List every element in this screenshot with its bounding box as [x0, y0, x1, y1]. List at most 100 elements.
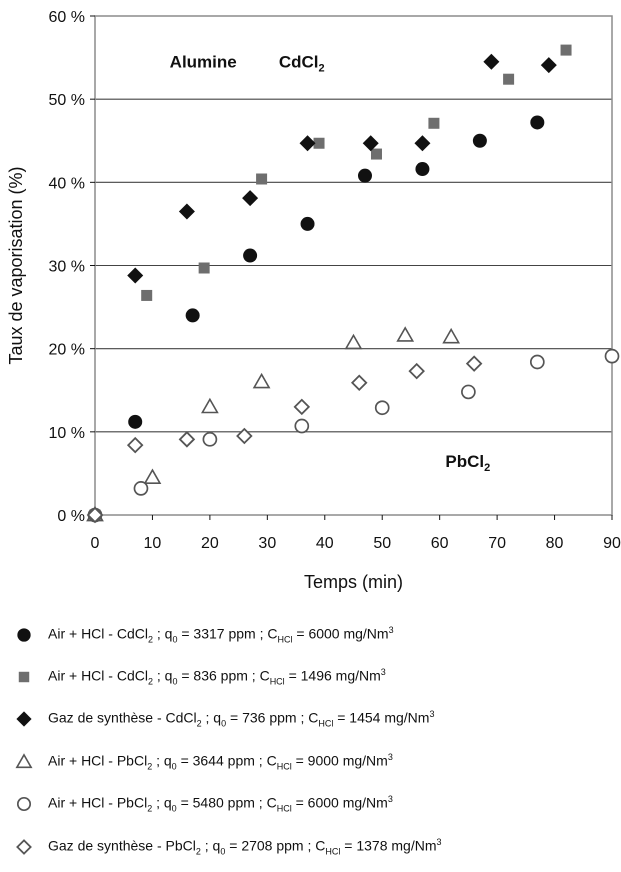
data-point [242, 190, 259, 207]
chart-annotation: Alumine [170, 53, 237, 72]
data-point [294, 418, 310, 434]
legend-label: Air + HCl - CdCl2 ; q0 = 3317 ppm ; CHCl… [48, 625, 394, 644]
legend-label-part: ; q [200, 837, 221, 854]
data-point [300, 216, 315, 231]
legend-label-part: 2 [147, 634, 153, 645]
legend-label-part: = 1378 mg/Nm [340, 837, 437, 854]
legend-label-part: 3 [387, 752, 393, 763]
legend-label-part: = 3644 ppm ; C [176, 752, 277, 769]
data-point [86, 506, 104, 524]
legend-label-part: = 6000 mg/Nm [292, 625, 389, 642]
data-point [483, 53, 500, 70]
y-axis-title: Taux de vaporisation (%) [6, 166, 26, 364]
y-tick-label: 10 % [49, 425, 85, 442]
legend-label-part: = 1454 mg/Nm [333, 709, 430, 726]
legend-label-part: 3 [387, 794, 393, 805]
legend-label-part: HCl [277, 634, 293, 645]
series-4 [86, 326, 461, 522]
x-tick-label: 20 [201, 535, 219, 552]
legend-label-part: ; q [152, 667, 173, 684]
legend-label-part: 0 [171, 761, 177, 772]
legend-label-part: 2 [147, 803, 153, 814]
y-tick-label: 30 % [49, 259, 85, 276]
x-tick-label: 10 [144, 535, 162, 552]
data-point [350, 374, 368, 392]
legend-label: Air + HCl - PbCl2 ; q0 = 5480 ppm ; CHCl… [48, 794, 393, 813]
series-3 [87, 53, 557, 523]
legend-label-part: = 5480 ppm ; C [176, 794, 277, 811]
legend-label-part: ; q [152, 794, 172, 811]
legend-label-part: 3 [436, 837, 442, 848]
legend-label-part: 0 [220, 846, 226, 857]
data-point [178, 203, 195, 220]
legend-label-part: ; q [201, 709, 222, 726]
y-tick-label: 0 % [57, 508, 85, 525]
data-point [178, 431, 196, 448]
data-point [293, 398, 311, 416]
legend-entry: Air + HCl - PbCl2 ; q0 = 3644 ppm ; CHCl… [14, 748, 393, 776]
legend-label-part: Air + HCl - PbCl [48, 794, 148, 811]
chart-annotations: Alumine CdCl2 PbCl2 [170, 53, 491, 474]
data-point [202, 431, 218, 447]
legend-label-part: 2 [147, 676, 153, 687]
legend-label-part: ; q [152, 625, 173, 642]
legend-label-part: Air + HCl - PbCl [48, 752, 148, 769]
legend-label-part: = 3317 ppm ; C [177, 625, 278, 642]
data-point [198, 262, 210, 274]
legend-label-part: = 6000 mg/Nm [291, 794, 388, 811]
data-point [299, 135, 316, 152]
legend-label: Air + HCl - CdCl2 ; q0 = 836 ppm ; CHCl … [48, 667, 386, 686]
data-point [540, 57, 557, 74]
legend-label-part: 0 [171, 803, 177, 814]
series-2 [89, 44, 572, 521]
scatter-chart: 0 % 10 % 20 % 30 % 40 % 50 % 60 % 0 10 20 30 40 50 6… [6, 9, 621, 592]
x-axis-ticks: 0 10 20 30 40 50 60 70 80 90 [91, 515, 621, 552]
data-point [374, 400, 390, 416]
legend-label: Gaz de synthèse - PbCl2 ; q0 = 2708 ppm … [48, 837, 442, 856]
data-point [465, 355, 483, 372]
legend-entry: Gaz de synthèse - CdCl2 ; q0 = 736 ppm ;… [14, 705, 434, 733]
y-tick-label: 50 % [49, 92, 85, 109]
data-point [370, 148, 382, 160]
legend-label: Air + HCl - PbCl2 ; q0 = 3644 ppm ; CHCl… [48, 752, 393, 771]
chart-annotation: PbCl2 [445, 452, 490, 474]
data-point [357, 168, 372, 183]
legend-label-part: = 836 ppm ; C [177, 667, 270, 684]
data-point [503, 73, 515, 85]
data-point [414, 135, 431, 152]
legend-label-part: = 9000 mg/Nm [291, 752, 388, 769]
data-point [415, 162, 430, 177]
data-point [128, 414, 143, 429]
data-point [252, 372, 271, 389]
data-point [560, 44, 572, 56]
data-point [143, 468, 162, 485]
data-point [461, 384, 476, 400]
legend-label-part: 3 [429, 709, 435, 720]
legend-marker-icon [16, 711, 32, 727]
legend-marker-icon [17, 628, 31, 642]
x-tick-label: 40 [316, 535, 334, 552]
legend-label-part: Air + HCl - CdCl [48, 625, 148, 642]
data-point [256, 173, 268, 185]
x-tick-label: 60 [431, 535, 449, 552]
data-point [604, 348, 620, 364]
legend-entry: Air + HCl - PbCl2 ; q0 = 5480 ppm ; CHCl… [14, 790, 393, 818]
chart-annotation: CdCl2 [279, 53, 325, 75]
legend-label-part: Gaz de synthèse - PbCl [48, 837, 196, 854]
data-point [408, 362, 425, 380]
legend-label-part: 3 [380, 667, 386, 678]
legend-label-part: = 1496 mg/Nm [284, 667, 381, 684]
legend-label-part: Gaz de synthèse - CdCl [48, 709, 197, 726]
legend-label-part: 0 [221, 718, 227, 729]
legend-marker-icon [15, 753, 33, 769]
legend-label-part: HCl [325, 846, 341, 857]
data-point [133, 481, 149, 496]
legend-label: Gaz de synthèse - CdCl2 ; q0 = 736 ppm ;… [48, 709, 434, 728]
legend-label-part: 3 [388, 625, 394, 636]
data-point [127, 267, 144, 284]
data-point [313, 137, 325, 149]
data-point [530, 115, 545, 130]
data-point [201, 397, 219, 414]
y-tick-label: 60 % [49, 9, 85, 26]
legend-label-part: HCl [318, 718, 334, 729]
